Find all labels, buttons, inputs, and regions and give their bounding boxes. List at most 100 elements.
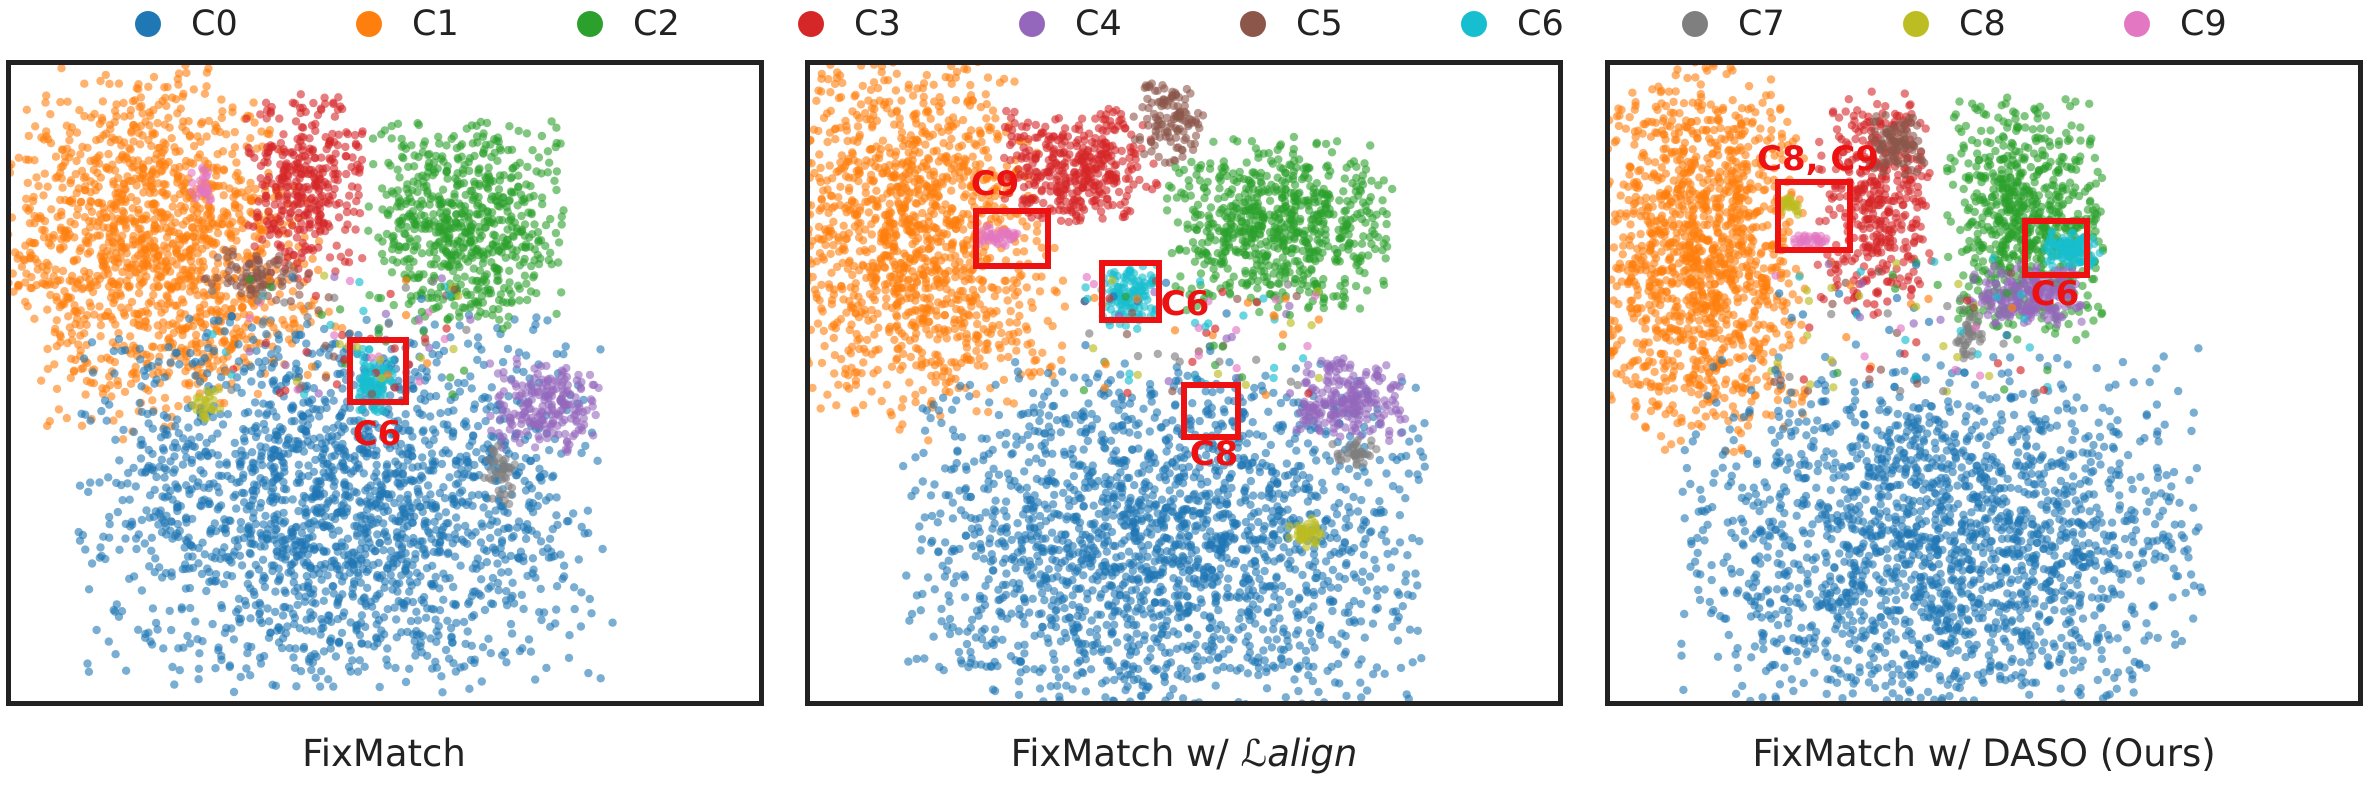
point <box>155 563 164 572</box>
point <box>163 243 172 253</box>
point <box>461 521 470 531</box>
point <box>545 534 555 543</box>
point <box>411 220 420 229</box>
point <box>575 399 584 408</box>
point <box>46 241 56 250</box>
point <box>80 79 89 88</box>
point <box>151 200 160 209</box>
point <box>134 320 143 330</box>
point <box>158 492 167 501</box>
point <box>175 666 184 675</box>
point <box>119 98 128 108</box>
point <box>153 321 162 330</box>
legend-label: C0 <box>191 4 238 44</box>
point <box>185 583 195 593</box>
point <box>234 594 244 603</box>
legend-marker-icon <box>1019 11 1045 37</box>
point <box>174 208 183 218</box>
point <box>342 201 351 210</box>
point <box>245 284 255 294</box>
point <box>239 489 249 498</box>
point <box>360 438 369 447</box>
point <box>266 628 275 637</box>
point <box>338 458 347 467</box>
point <box>486 533 495 543</box>
point <box>526 647 536 656</box>
point <box>551 228 561 238</box>
point <box>81 545 90 554</box>
point <box>335 565 344 574</box>
point <box>500 647 510 657</box>
point <box>394 516 404 526</box>
point <box>227 276 236 286</box>
point <box>439 569 448 578</box>
point <box>527 484 537 493</box>
point <box>425 248 434 257</box>
point <box>490 447 499 456</box>
point <box>426 634 435 643</box>
point <box>466 290 475 300</box>
point <box>182 68 191 78</box>
legend-item-c6: C6 <box>1461 4 1564 44</box>
cluster-c1 <box>11 65 348 444</box>
point <box>246 149 255 158</box>
point <box>358 417 367 426</box>
point <box>486 402 495 411</box>
point <box>133 156 143 165</box>
point <box>401 199 410 209</box>
point <box>329 396 338 405</box>
point <box>406 539 415 548</box>
point <box>554 258 563 267</box>
point <box>403 490 412 500</box>
point <box>290 266 299 275</box>
point <box>498 216 507 225</box>
point <box>134 530 143 539</box>
point <box>474 250 483 260</box>
point <box>461 417 470 426</box>
point <box>22 105 31 114</box>
point <box>314 237 324 246</box>
point <box>495 176 505 185</box>
point <box>144 628 153 637</box>
point <box>116 215 126 225</box>
point <box>105 165 114 174</box>
point <box>185 489 194 499</box>
point <box>264 400 274 410</box>
point <box>538 200 547 209</box>
point <box>160 463 169 473</box>
point <box>308 254 317 263</box>
point <box>397 134 406 144</box>
point <box>151 554 160 563</box>
point <box>290 319 299 328</box>
point <box>504 145 513 155</box>
point <box>149 290 158 299</box>
point <box>137 382 146 391</box>
point <box>329 352 338 361</box>
point <box>176 271 185 280</box>
point <box>247 377 256 386</box>
point <box>128 204 137 213</box>
point <box>562 517 572 526</box>
point <box>381 470 390 480</box>
point <box>515 284 524 293</box>
point <box>350 130 360 140</box>
point <box>292 682 301 691</box>
point <box>522 180 531 189</box>
point <box>272 226 281 235</box>
point <box>297 123 307 132</box>
point <box>74 340 83 349</box>
point <box>234 340 243 349</box>
point <box>451 535 461 544</box>
point <box>45 417 54 426</box>
point <box>149 72 159 82</box>
point <box>343 129 352 139</box>
point <box>246 134 255 143</box>
point <box>142 255 152 264</box>
point <box>379 546 388 555</box>
point <box>523 520 532 529</box>
point <box>66 176 76 185</box>
point <box>37 214 46 223</box>
point <box>337 577 347 586</box>
point <box>245 347 254 356</box>
point <box>289 251 298 260</box>
